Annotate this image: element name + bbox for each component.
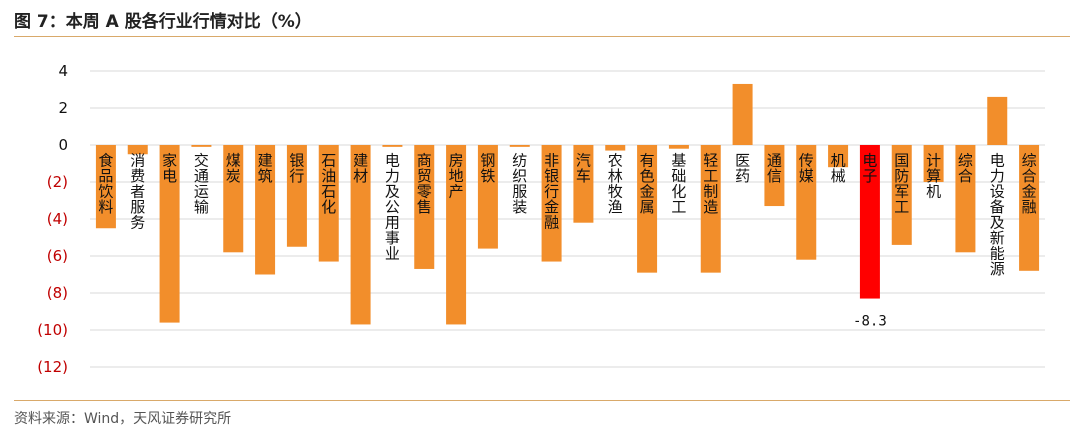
bar [732,83,753,145]
bar [446,145,467,325]
bar [955,145,976,253]
category-label: 轻工制造 [703,152,718,217]
y-tick-label: (2) [47,173,68,191]
category-label: 交通运输 [194,152,209,217]
y-tick-label: (12) [37,358,68,376]
bar [159,145,180,323]
y-tick-label: 0 [58,136,68,154]
y-tick-label: (10) [37,321,68,339]
chart-title: 图 7：本周 A 股各行业行情对比（%） [14,12,312,32]
bar [350,145,371,325]
category-label: 房地产 [449,152,464,201]
category-label: 传媒 [799,152,814,186]
y-tick-label: 4 [58,62,68,80]
bar-layer [95,83,1040,325]
category-label: 医药 [735,152,750,186]
bar [509,145,530,147]
bar [191,145,212,147]
category-label: 计算机 [926,152,941,201]
category-label: 石油石化 [321,152,336,217]
bar [637,145,658,273]
data-label: -8.3 [853,314,887,330]
label-layer: 4 2 0 (2) (4) (6) (8) (10) (12) 食品饮料 消费者服务 家电 交通运输 煤炭… [37,62,1036,376]
bottom-divider [14,400,1070,401]
bar [414,145,435,269]
bar [796,145,817,260]
bar [477,145,498,249]
category-label: 建材 [353,152,368,186]
category-label: 建筑 [258,152,273,186]
category-label: 有色金属 [640,152,655,217]
bar [605,145,626,151]
bar [255,145,276,275]
bar [987,96,1008,145]
category-label: 电子 [862,152,877,186]
category-label: 煤炭 [226,152,241,186]
bar [318,145,339,262]
category-label: 机械 [831,152,846,186]
category-label: 消费者服务 [130,152,145,232]
bar [668,145,689,149]
top-divider [14,36,1070,37]
bar [923,145,944,182]
bar [1019,145,1040,271]
y-tick-label: (4) [47,210,68,228]
category-label: 基础化工 [671,152,686,217]
bar [223,145,244,253]
bar [541,145,562,262]
category-label: 家电 [162,152,177,186]
category-label: 食品饮料 [98,152,113,217]
category-label: 汽车 [576,152,591,186]
category-label: 农林牧渔 [608,152,623,217]
bar [891,145,912,245]
bar [828,145,849,168]
category-label: 商贸零售 [417,152,432,217]
bar [573,145,594,223]
y-tick-label: (6) [47,247,68,265]
y-tick-label: (8) [47,284,68,302]
bar [700,145,721,273]
category-label: 通信 [767,152,782,186]
bar [859,145,880,299]
category-label: 综合金融 [1022,152,1037,217]
category-label: 银行 [289,152,304,186]
category-label: 电力设备及新能源 [990,152,1005,279]
grid-layer [90,70,1045,368]
category-label: 电力及公用事业 [385,152,400,263]
bar [127,145,148,155]
category-label: 综合 [958,152,973,186]
category-label: 非银行金融 [544,152,559,232]
bar [95,145,116,229]
bar [286,145,307,247]
bar [764,145,785,207]
y-tick-label: 2 [58,99,68,117]
category-label: 纺织服装 [512,152,527,217]
bar [382,145,403,147]
source-note: 资料来源：Wind，天风证券研究所 [14,411,232,427]
category-label: 钢铁 [480,152,495,186]
category-label: 国防军工 [894,152,909,217]
